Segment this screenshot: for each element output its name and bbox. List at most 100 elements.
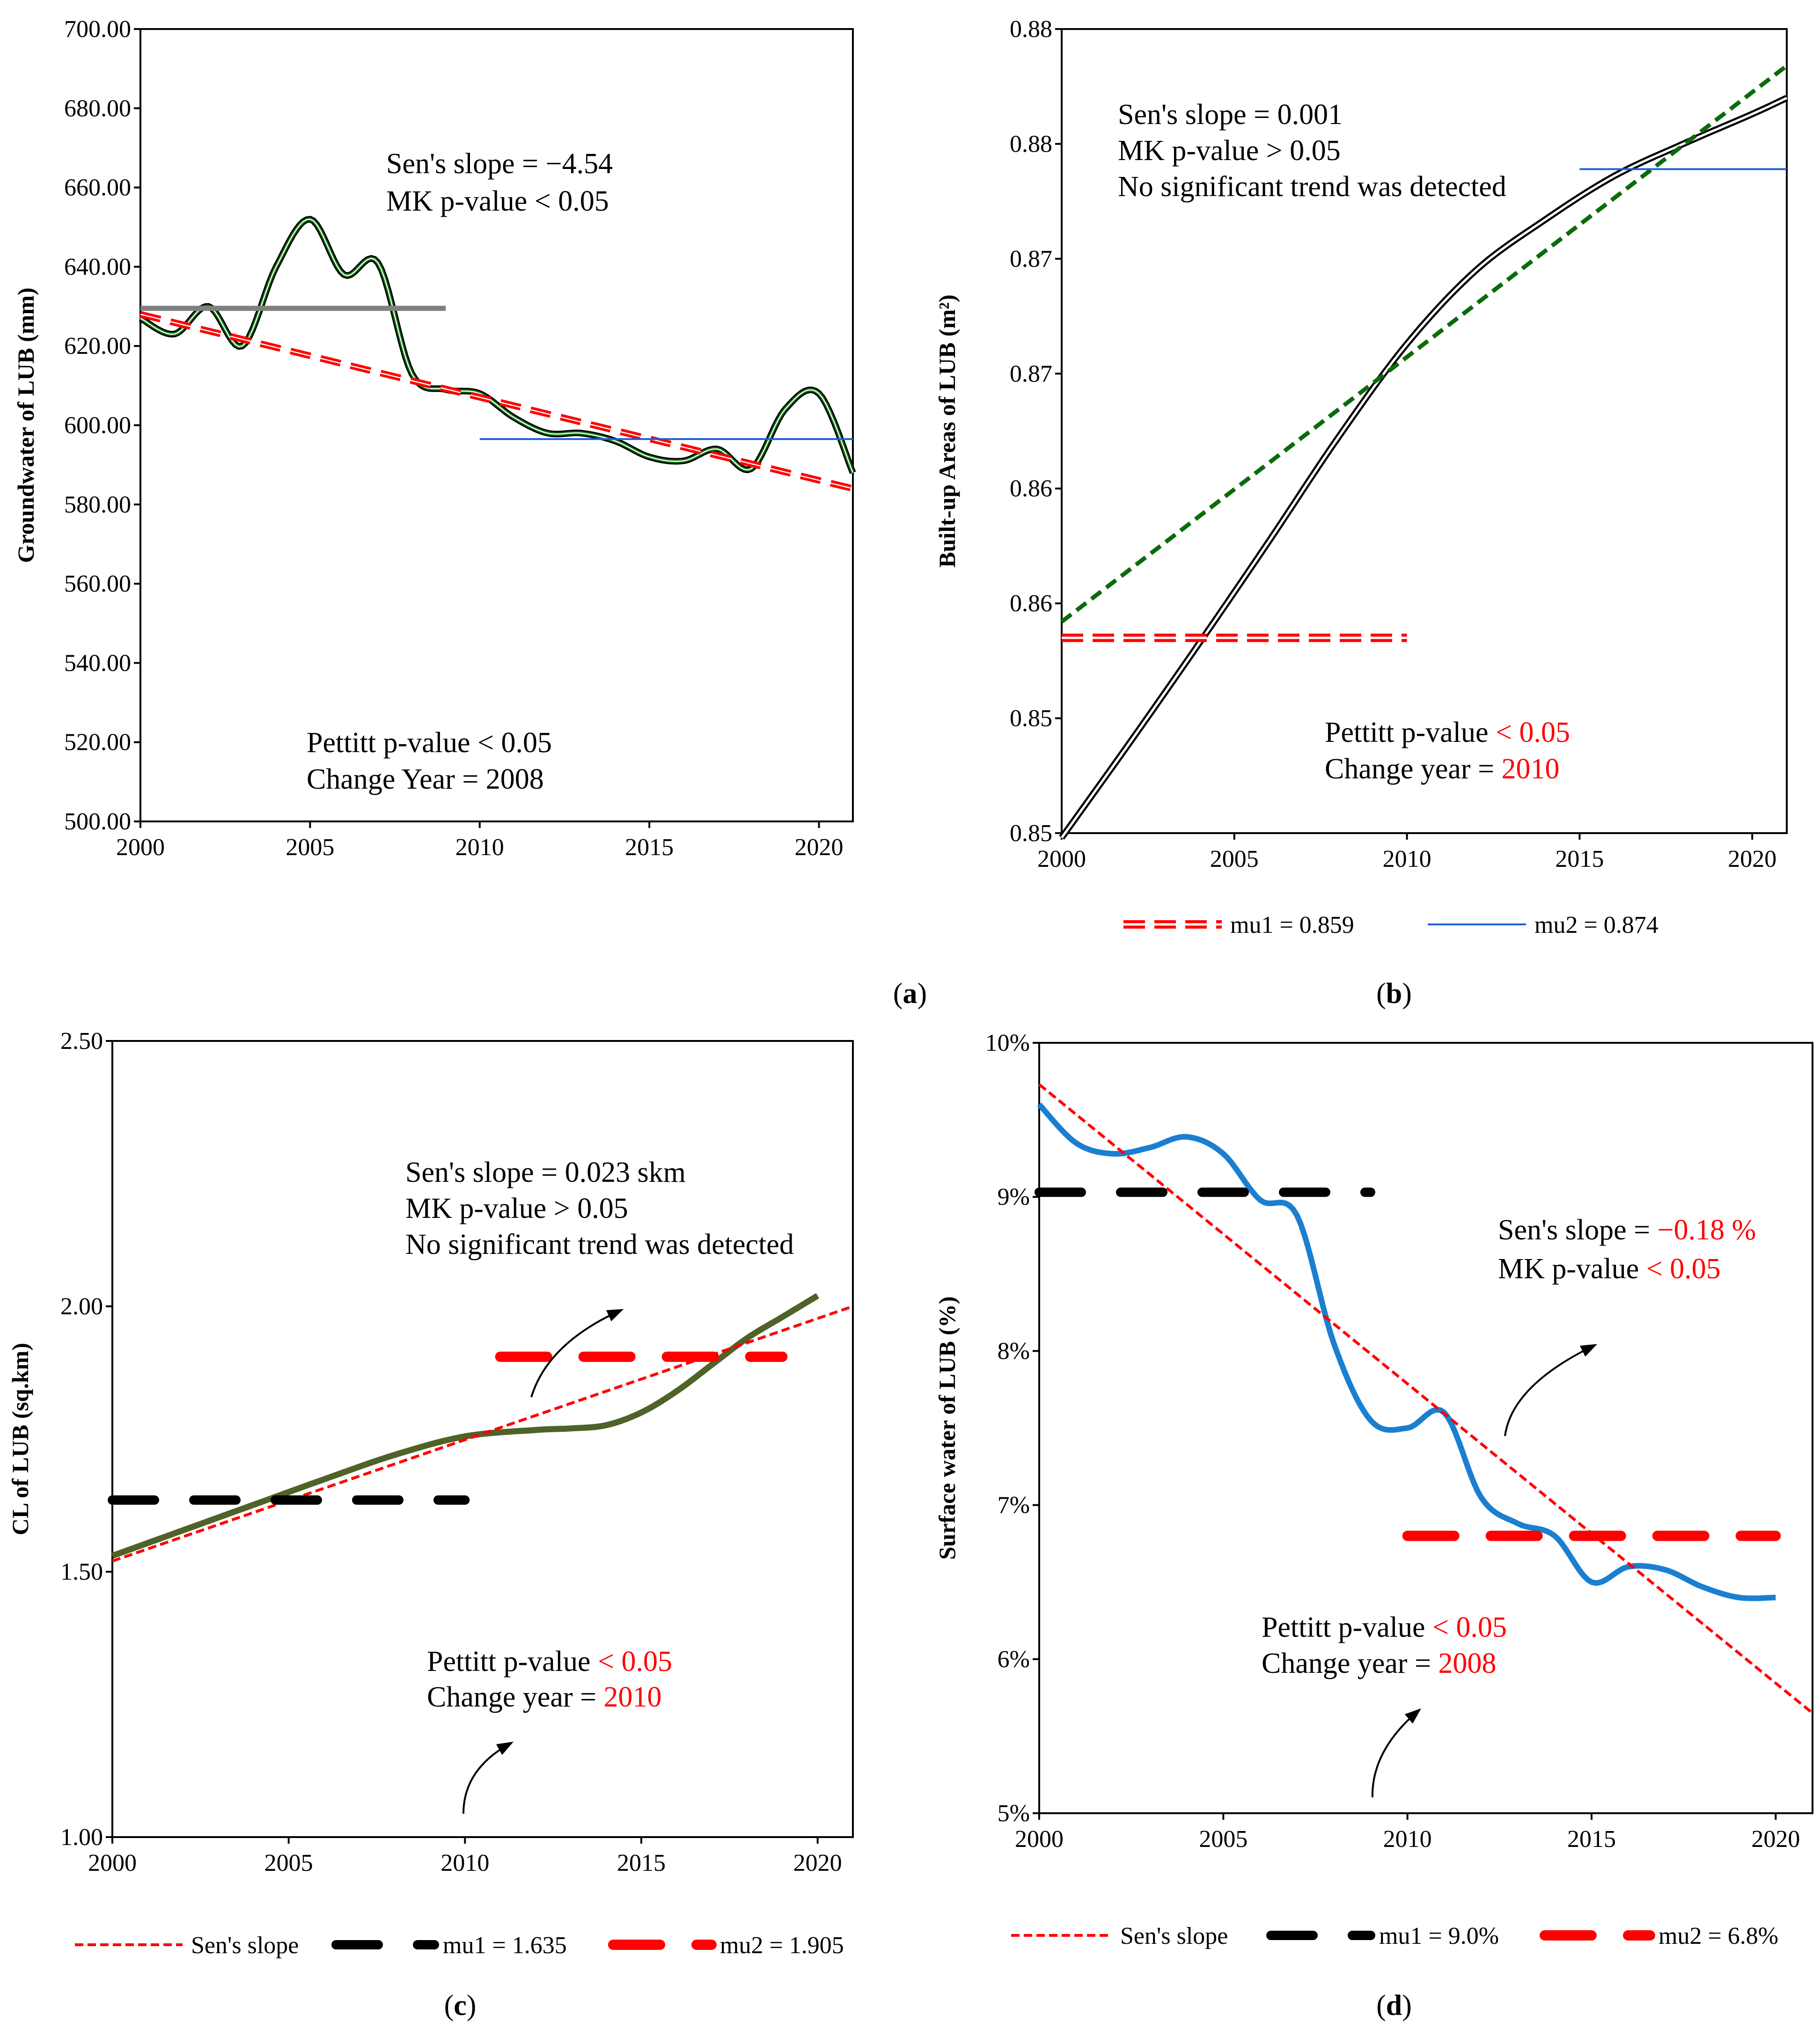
annotation-line: Pettitt p-value < 0.05 [307,727,552,759]
annotation-text: Pettitt p-value [1325,717,1496,748]
panel-letter: a [903,978,917,1010]
panel-letter: c [454,1990,467,2022]
y-tick-label: 0.85 [1010,705,1052,732]
y-tick-label: 540.00 [64,650,131,676]
panel-label: (a) [893,978,927,1010]
annotation-c-1: Sen's slope = 0.023 skm MK p-value > 0.05… [405,1157,794,1260]
annotation-d-2: Pettitt p-value < 0.05 Change year = 2008 [1262,1611,1507,1679]
y-tick-label: 0.85 [1010,820,1052,847]
annotation-a-2: Pettitt p-value < 0.05 Change Year = 2008 [307,727,552,795]
y-tick-label: 1.00 [60,1824,103,1851]
x-tick-label: 2015 [617,1850,666,1876]
legend-item: mu2 = 0.874 [1428,912,1659,938]
plot-area-d [1038,1042,1813,1814]
legend-c: Sen's slope mu1 = 1.635 mu2 = 1.905 [75,1932,844,1959]
y-tick-label: 9% [998,1184,1030,1210]
legend-b: mu1 = 0.859 mu2 = 0.874 [1123,912,1659,938]
legend-label: mu2 = 1.905 [720,1932,844,1959]
annotation-highlight: < 0.05 [1646,1253,1721,1285]
annotation-text: Change year = [1325,753,1502,785]
y-tick-label: 7% [998,1492,1030,1519]
annotation-highlight: < 0.05 [598,1646,672,1677]
annotation-arrow-icon [530,1309,624,1398]
annotation-line: No significant trend was detected [1118,171,1506,203]
y-tick-label: 0.87 [1010,360,1052,387]
annotation-b-1: Sen's slope = 0.001 MK p-value > 0.05 No s… [1118,99,1506,203]
y-tick-label: 500.00 [64,808,131,835]
y-axis-label: Surface water of LUB (%) [934,1297,960,1560]
annotation-highlight: < 0.05 [1496,717,1570,748]
y-tick-label: 620.00 [64,333,131,359]
y-tick-label: 0.86 [1010,476,1052,502]
x-tick-label: 2020 [1751,1826,1800,1853]
series-cl [111,1293,820,1559]
annotation-b-2: Pettitt p-value < 0.05 Change year = 2010 [1325,717,1570,785]
panel-label: (b) [1376,978,1412,1010]
y-tick-label: 0.88 [1010,16,1052,43]
x-tick-label: 2015 [1567,1826,1616,1853]
x-tick-label: 2010 [1383,1826,1432,1853]
series-trend [1060,64,1788,623]
legend-item: mu1 = 9.0% [1266,1923,1499,1949]
x-tick-label: 2000 [1037,846,1086,872]
y-tick-label: 520.00 [64,729,131,756]
x-tick-label: 2010 [440,1850,489,1876]
x-tick-label: 2005 [286,834,334,861]
y-axis-label: CL of LUB (sq.km) [7,1343,33,1535]
annotation-arrow-icon [462,1742,514,1814]
y-axis-label: Built-up Areas of LUB (m²) [934,294,960,568]
y-tick-label: 1.50 [60,1559,103,1585]
annotation-text: Pettitt p-value [427,1646,598,1677]
annotation-c-2: Pettitt p-value < 0.05 Change year = 2010 [427,1646,672,1713]
panel-d: 5% 6% 7% 8% 9% 10% 2000 2005 2010 2015 2020 Surface… [934,1030,1813,2022]
x-tick-label: 2005 [264,1850,313,1876]
legend-label: mu2 = 6.8% [1659,1923,1778,1949]
annotation-highlight: < 0.05 [1432,1611,1507,1643]
plot-area-c [111,1040,854,1838]
annotation-highlight: 2010 [604,1681,662,1713]
annotation-line: No significant trend was detected [405,1229,794,1260]
y-tick-label: 10% [985,1030,1030,1056]
y-tick-label: 2.50 [60,1028,103,1055]
annotation-line: MK p-value > 0.05 [1118,135,1341,167]
legend-item: Sen's slope [75,1932,299,1959]
x-tick-label: 2010 [455,834,504,861]
y-axis-label: Groundwater of LUB (mm) [13,287,39,563]
x-tick-label: 2020 [795,834,844,861]
panel-letter: b [1386,978,1402,1010]
y-tick-label: 2.00 [60,1293,103,1320]
x-tick-label: 2005 [1210,846,1259,872]
x-tick-label: 2010 [1383,846,1431,872]
legend-label: mu1 = 0.859 [1230,912,1354,938]
legend-label: mu2 = 0.874 [1534,912,1659,938]
x-tick-label: 2015 [625,834,674,861]
annotation-a-1: Sen's slope = −4.54 MK p-value < 0.05 [386,148,613,217]
y-tick-label: 6% [998,1646,1030,1673]
legend-label: mu1 = 1.635 [443,1932,567,1959]
legend-item: Sen's slope [1011,1923,1228,1949]
annotation-line: Sen's slope = 0.023 skm [405,1157,686,1188]
annotation-text: Change year = [427,1681,604,1713]
panel-c: 1.00 1.50 2.00 2.50 2000 2005 2010 2015 2020 CL o… [7,1028,854,2022]
annotation-highlight: 2010 [1502,753,1560,785]
annotation-text: Pettitt p-value [1262,1611,1432,1643]
legend-label: Sen's slope [191,1932,299,1959]
x-tick-label: 2020 [1728,846,1776,872]
y-tick-label: 0.88 [1010,131,1052,157]
y-tick-label: 560.00 [64,571,131,597]
series-sen-s-slope [1038,1083,1813,1714]
annotation-line: Sen's slope = −4.54 [386,148,613,180]
panel-a: 500.00 520.00 540.00 560.00 580.00 600.00 620.… [13,16,927,1010]
x-tick-label: 2005 [1199,1826,1248,1853]
y-tick-label: 660.00 [64,175,131,201]
legend-label: mu1 = 9.0% [1379,1923,1499,1949]
annotation-text: Sen's slope = [1498,1214,1658,1246]
series-sen-s-slope [112,1305,853,1563]
x-tick-label: 2000 [116,834,165,861]
x-tick-label: 2000 [1015,1826,1064,1853]
legend-label: Sen's slope [1120,1923,1228,1949]
series-surface-water [1037,1102,1776,1601]
panel-label: (c) [444,1990,477,2022]
y-tick-label: 8% [998,1338,1030,1364]
